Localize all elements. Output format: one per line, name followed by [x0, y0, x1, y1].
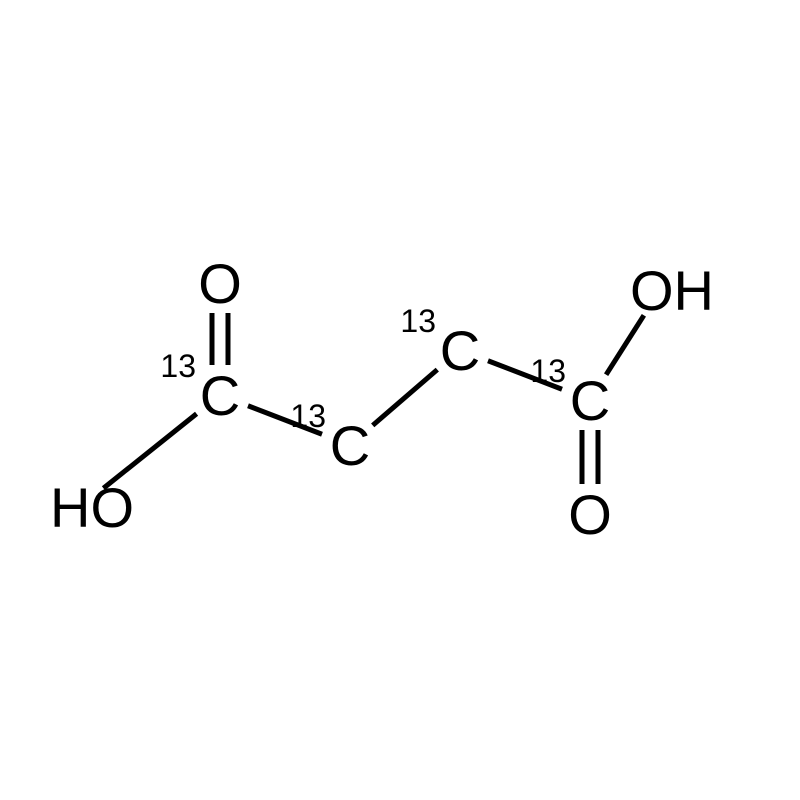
molecule-diagram: OHO13C13C13C13COOH	[0, 0, 800, 800]
atom-label: HO	[50, 476, 134, 539]
atom-label: OH	[630, 259, 714, 322]
isotope-label: 13	[530, 353, 566, 389]
bond	[606, 315, 644, 374]
atom-label: O	[198, 252, 242, 315]
atom-label: C	[330, 414, 370, 477]
bond	[373, 370, 438, 426]
isotope-label: 13	[290, 398, 326, 434]
isotope-label: 13	[160, 348, 196, 384]
atom-label: O	[568, 483, 612, 546]
isotope-label: 13	[400, 303, 436, 339]
atom-label: C	[440, 319, 480, 382]
atom-label: C	[200, 364, 240, 427]
atom-label: C	[570, 369, 610, 432]
